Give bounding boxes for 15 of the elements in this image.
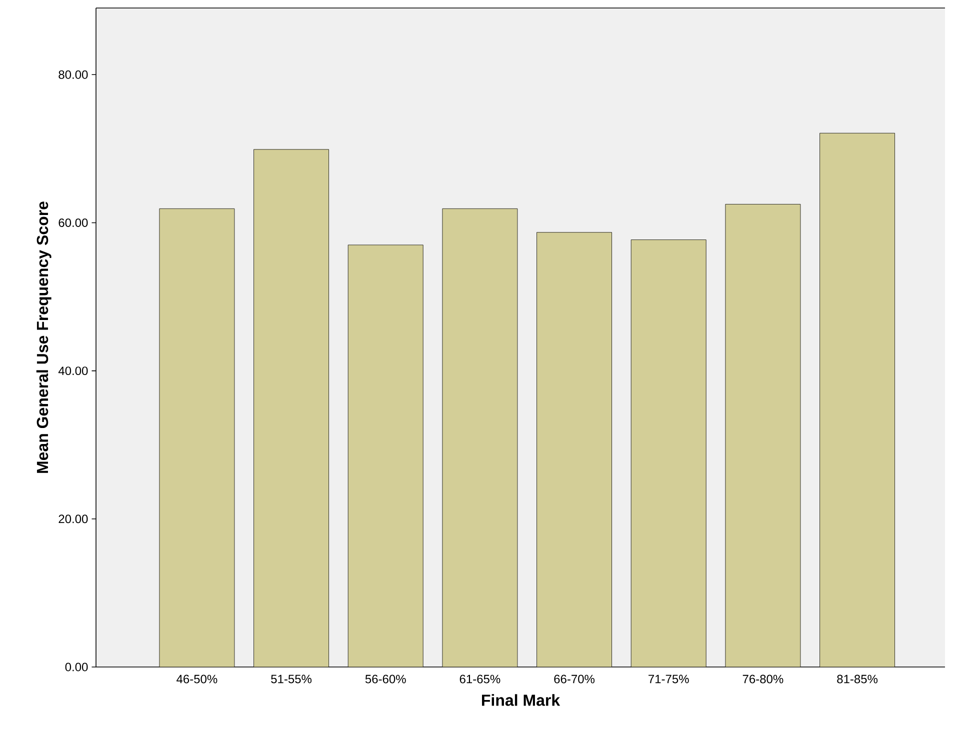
x-axis-title: Final Mark [482, 694, 560, 706]
x-tick-label: 66-70% [554, 674, 595, 684]
x-tick-label: 71-75% [648, 674, 689, 684]
y-tick-label: 40.00 [58, 366, 88, 376]
y-axis-title: Mean General Use Frequency Score [36, 202, 52, 473]
x-tick-label: 51-55% [271, 674, 312, 684]
x-tick-label: 61-65% [460, 674, 500, 684]
y-tick-label: 60.00 [58, 218, 88, 227]
y-tick-label: 80.00 [58, 70, 88, 79]
x-tick-label: 46-50% [176, 674, 218, 684]
x-tick-label: 76-80% [742, 674, 784, 684]
x-tick-label: 56-60% [365, 674, 406, 684]
y-tick-label: 20.00 [58, 514, 88, 524]
x-tick-label: 81-85% [837, 674, 878, 684]
y-tick-label: 0.00 [65, 662, 88, 672]
